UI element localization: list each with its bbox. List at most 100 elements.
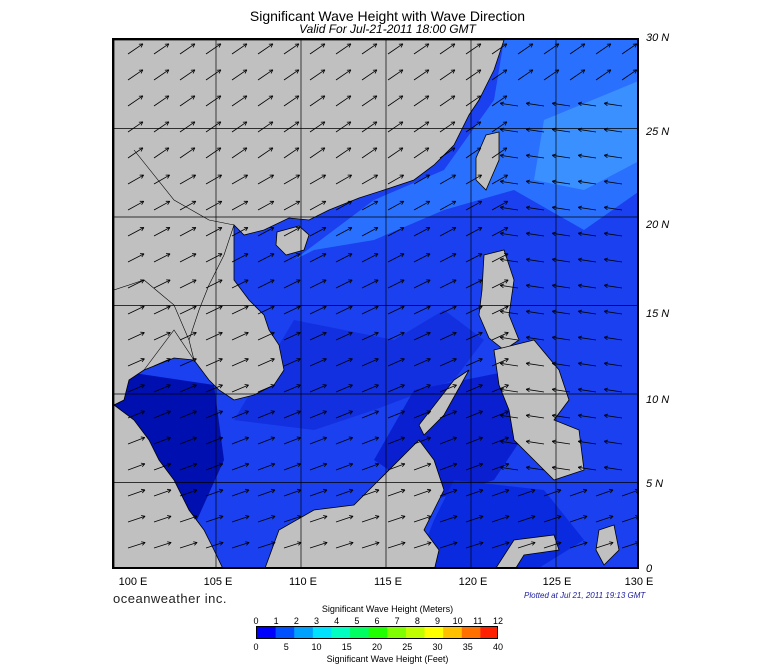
colorbar-meter-tick: 8 bbox=[414, 616, 420, 626]
wave-arrow bbox=[525, 465, 545, 471]
wave-arrow bbox=[551, 439, 571, 445]
wave-arrow bbox=[231, 43, 248, 55]
land-malay-peninsula bbox=[114, 404, 223, 567]
wave-arrow bbox=[499, 153, 519, 159]
wave-arrow bbox=[465, 515, 484, 523]
colorbar-feet-tick: 35 bbox=[462, 642, 473, 652]
wave-arrow bbox=[491, 357, 509, 367]
wave-arrow bbox=[491, 121, 508, 133]
wave-arrow bbox=[179, 436, 198, 445]
wave-arrow bbox=[309, 147, 326, 159]
wave-arrow bbox=[595, 541, 614, 549]
colorbar-segment bbox=[480, 627, 497, 638]
wave-arrow bbox=[179, 515, 198, 523]
wave-arrow bbox=[257, 541, 276, 549]
wave-arrow bbox=[499, 413, 519, 419]
wave-arrow bbox=[387, 541, 406, 549]
wave-arrow bbox=[283, 121, 300, 133]
wave-arrow bbox=[309, 174, 326, 185]
colorbar-segment bbox=[424, 627, 444, 638]
wave-arrow bbox=[127, 43, 144, 55]
wave-arrow bbox=[387, 357, 405, 367]
wave-arrow bbox=[577, 465, 597, 471]
wave-arrow bbox=[465, 279, 483, 289]
wave-arrow bbox=[127, 95, 144, 107]
wave-arrow bbox=[127, 357, 145, 367]
wave-arrow bbox=[283, 253, 301, 263]
wave-arrow bbox=[231, 488, 250, 497]
wave-arrow bbox=[153, 200, 171, 211]
wave-arrow bbox=[387, 43, 404, 55]
wave-arrow bbox=[309, 436, 328, 445]
colorbar-meter-tick: 2 bbox=[293, 616, 299, 626]
wave-arrow bbox=[153, 384, 171, 393]
wave-arrow bbox=[413, 488, 432, 497]
wave-arrow bbox=[283, 410, 301, 419]
wave-arrow bbox=[413, 515, 432, 523]
wave-arrow bbox=[231, 279, 249, 289]
wave-arrow bbox=[309, 279, 327, 289]
lat-label-15n: 15 N bbox=[646, 308, 670, 320]
wave-arrow bbox=[569, 488, 588, 497]
wave-arrow bbox=[205, 253, 223, 263]
wave-arrow bbox=[525, 335, 545, 341]
wave-arrow bbox=[525, 439, 545, 445]
wave-arrow bbox=[439, 541, 458, 549]
wave-arrow bbox=[361, 462, 380, 471]
wave-arrow bbox=[499, 101, 519, 107]
wave-arrow bbox=[283, 305, 301, 315]
wave-arrow bbox=[387, 279, 405, 289]
wave-arrow bbox=[127, 279, 145, 289]
wave-arrow bbox=[413, 384, 431, 393]
colorbar-meter-tick: 6 bbox=[374, 616, 380, 626]
lat-label-30n: 30 N bbox=[646, 32, 670, 44]
colorbar-feet-tick: 15 bbox=[341, 642, 352, 652]
wave-arrow bbox=[257, 436, 276, 445]
wave-arrow bbox=[465, 541, 484, 549]
plotted-timestamp: Plotted at Jul 21, 2011 19:13 GMT bbox=[524, 591, 646, 600]
lon-label-130e: 130 E bbox=[624, 576, 654, 588]
wave-arrow bbox=[465, 462, 484, 471]
wave-arrow bbox=[205, 69, 222, 81]
wave-arrow bbox=[361, 357, 379, 367]
wave-arrow bbox=[387, 69, 404, 81]
wave-arrow bbox=[491, 515, 510, 523]
wave-arrow bbox=[603, 413, 623, 419]
wave-arrow bbox=[153, 43, 170, 55]
wave-arrow bbox=[577, 309, 597, 315]
land-luzon bbox=[478, 249, 520, 351]
wave-arrow bbox=[499, 179, 519, 185]
wave-arrow bbox=[603, 231, 623, 237]
wave-arrow bbox=[309, 357, 327, 367]
wave-height-map bbox=[112, 38, 639, 569]
wave-arrow bbox=[361, 174, 378, 185]
wave-arrow bbox=[551, 257, 571, 263]
wave-arrow bbox=[257, 227, 275, 237]
wave-arrow bbox=[439, 462, 458, 471]
wave-arrow bbox=[257, 384, 275, 393]
wave-arrow bbox=[517, 515, 536, 523]
wave-arrow bbox=[517, 488, 536, 497]
wave-arrow bbox=[179, 331, 197, 341]
wave-arrow bbox=[621, 43, 637, 55]
wave-arrow bbox=[335, 488, 354, 497]
wave-arrow bbox=[543, 43, 560, 55]
wave-arrow bbox=[205, 541, 224, 549]
wave-arrow bbox=[335, 279, 353, 289]
wave-arrow bbox=[153, 279, 171, 289]
wave-arrow bbox=[283, 147, 300, 159]
wave-arrow bbox=[603, 335, 623, 341]
wave-arrow bbox=[525, 309, 545, 315]
wave-arrow bbox=[179, 121, 196, 133]
wave-arrow bbox=[387, 462, 406, 471]
wave-arrow bbox=[231, 462, 250, 471]
wave-arrow bbox=[465, 69, 482, 81]
colorbar-segment bbox=[443, 627, 463, 638]
wave-arrow bbox=[387, 95, 404, 107]
wave-arrow bbox=[499, 335, 519, 341]
wave-arrow bbox=[361, 95, 378, 107]
wave-arrow bbox=[491, 227, 509, 237]
colorbar-segment bbox=[368, 627, 388, 638]
wave-arrow bbox=[205, 174, 222, 185]
wave-arrow bbox=[577, 205, 597, 211]
